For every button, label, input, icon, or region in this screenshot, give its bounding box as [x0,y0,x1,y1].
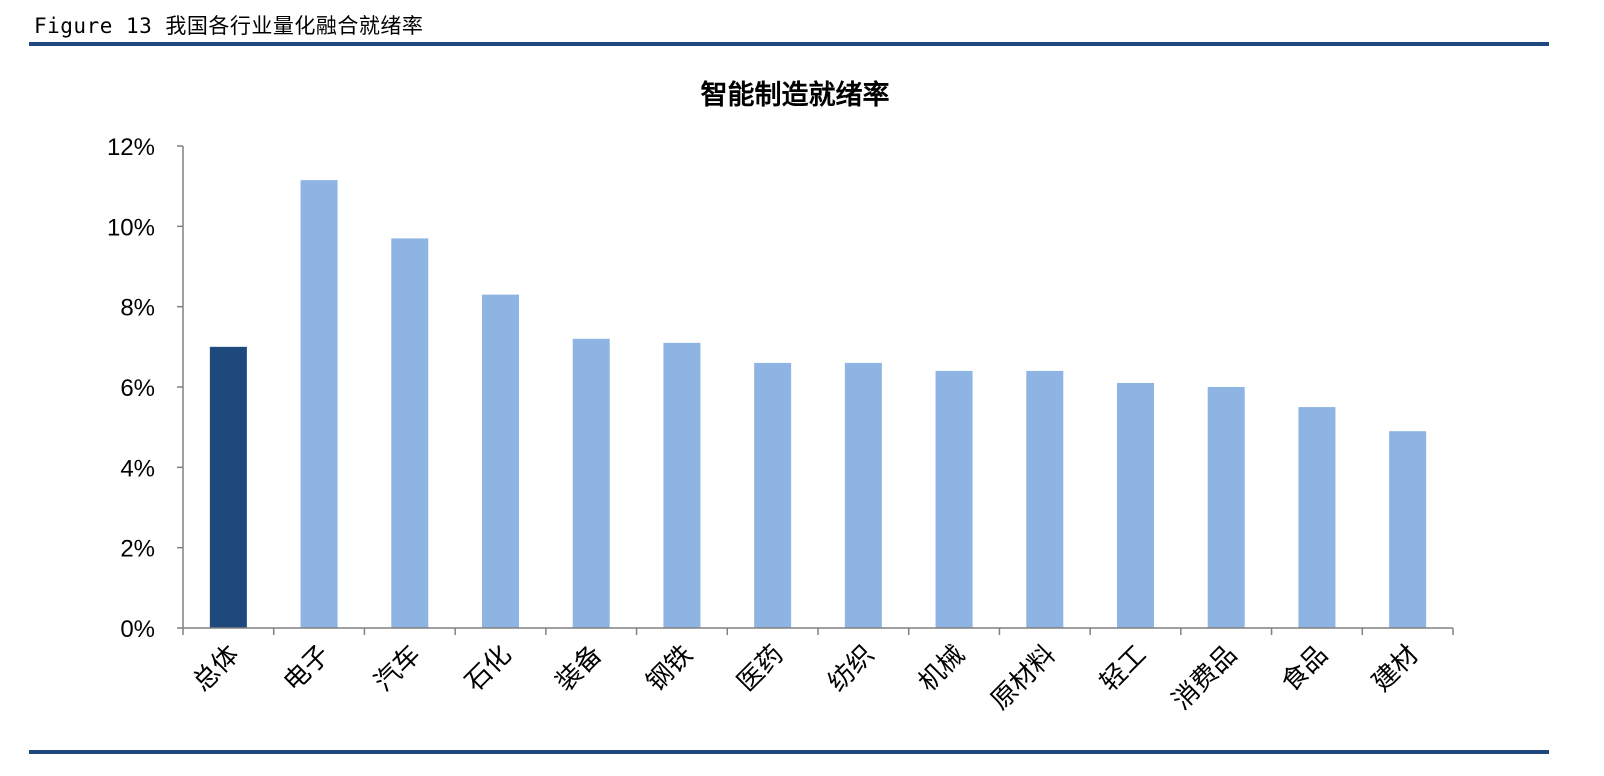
bar-10 [1026,370,1064,628]
y-tick-label-7: 12% [107,134,155,161]
bar-3 [391,238,429,628]
x-category-label-1: 总体 [187,640,245,698]
y-tick-label-5: 8% [120,295,155,322]
x-category-label-13: 食品 [1276,640,1334,698]
bar-13 [1298,407,1336,628]
top-divider [29,42,1549,46]
bottom-divider [29,750,1549,754]
bars-group [209,180,1427,628]
bar-11 [1117,382,1154,628]
x-category-label-7: 医药 [732,640,790,698]
y-tick-label-1: 0% [120,616,155,643]
x-category-label-8: 纺织 [822,640,880,698]
x-category-label-2: 电子 [278,640,336,698]
x-category-label-14: 建材 [1367,640,1425,698]
bar-8 [844,362,882,628]
x-category-label-10: 原材料 [985,640,1061,716]
bar-9 [935,370,973,628]
bar-14 [1389,431,1427,628]
x-category-label-11: 轻工 [1094,640,1152,698]
bar-7 [754,362,792,628]
x-category-label-12: 消费品 [1167,640,1243,716]
axes-group [177,145,1454,635]
bar-1 [209,346,247,628]
x-category-label-9: 机械 [913,640,971,698]
bar-6 [663,342,701,628]
x-category-label-4: 石化 [459,640,517,698]
bar-2 [300,180,338,628]
y-tick-label-6: 10% [107,214,155,241]
y-tick-label-2: 2% [120,536,155,563]
bar-5 [572,338,610,628]
x-category-labels: 总体 电子 汽车 石化 装备 钢铁 医药 纺织 机械 原材料 轻工 消费品 食品 建材 [187,640,1424,716]
figure-caption: Figure 13 我国各行业量化融合就绪率 [34,14,424,38]
x-category-label-5: 装备 [550,640,608,698]
y-tick-labels: 0% 2% 4% 6% 8% 10% 12% [107,134,155,643]
x-category-label-3: 汽车 [369,640,427,698]
chart-title: 智能制造就绪率 [701,79,890,111]
y-tick-label-4: 6% [120,375,155,402]
bar-12 [1207,387,1245,628]
bar-4 [482,294,519,628]
y-tick-label-3: 4% [120,455,155,482]
x-category-label-6: 钢铁 [641,640,699,698]
